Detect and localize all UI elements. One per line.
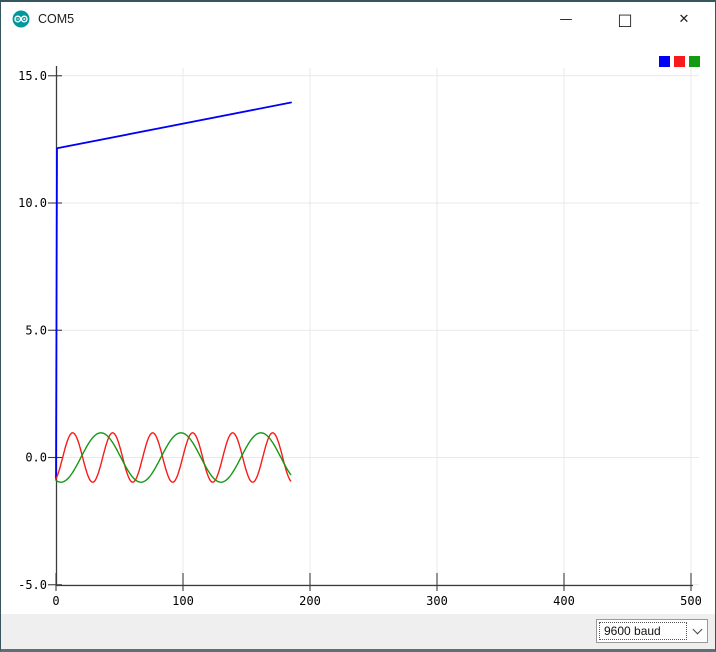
svg-text:5.0: 5.0 (25, 323, 47, 337)
arduino-logo-icon (12, 10, 30, 28)
titlebar[interactable]: COM5 — □ ✕ (1, 2, 715, 36)
svg-text:0: 0 (52, 594, 59, 608)
maximize-icon: □ (617, 9, 633, 29)
close-button[interactable]: ✕ (663, 2, 705, 36)
baud-rate-dropdown[interactable]: 9600 baud (596, 619, 708, 643)
caption-buttons: — □ ✕ (545, 2, 705, 36)
minimize-button[interactable]: — (545, 2, 587, 36)
baud-rate-value: 9600 baud (599, 622, 687, 640)
series-value3-green (55, 432, 292, 483)
plot-canvas: 0 100 200 300 400 500 15.0 10.0 5.0 0.0 -5.0 (18, 66, 702, 608)
plot-legend (659, 56, 700, 67)
series-value2-red (55, 432, 292, 483)
statusbar: 9600 baud (1, 614, 715, 649)
legend-swatch-value2-red (674, 56, 685, 67)
svg-text:10.0: 10.0 (18, 196, 47, 210)
window-title: COM5 (38, 12, 75, 26)
svg-text:400: 400 (553, 594, 575, 608)
svg-text:0.0: 0.0 (25, 451, 47, 465)
svg-text:200: 200 (299, 594, 321, 608)
minimize-icon: — (559, 11, 573, 27)
series-value1-blue (55, 101, 292, 481)
svg-text:500: 500 (680, 594, 702, 608)
svg-text:-5.0: -5.0 (18, 578, 47, 592)
legend-swatch-value3-green (689, 56, 700, 67)
svg-text:300: 300 (426, 594, 448, 608)
svg-text:15.0: 15.0 (18, 69, 47, 83)
svg-text:100: 100 (172, 594, 194, 608)
maximize-button[interactable]: □ (604, 2, 646, 36)
close-icon: ✕ (678, 11, 690, 27)
legend-swatch-value1-blue (659, 56, 670, 67)
chevron-down-icon[interactable] (687, 620, 707, 642)
